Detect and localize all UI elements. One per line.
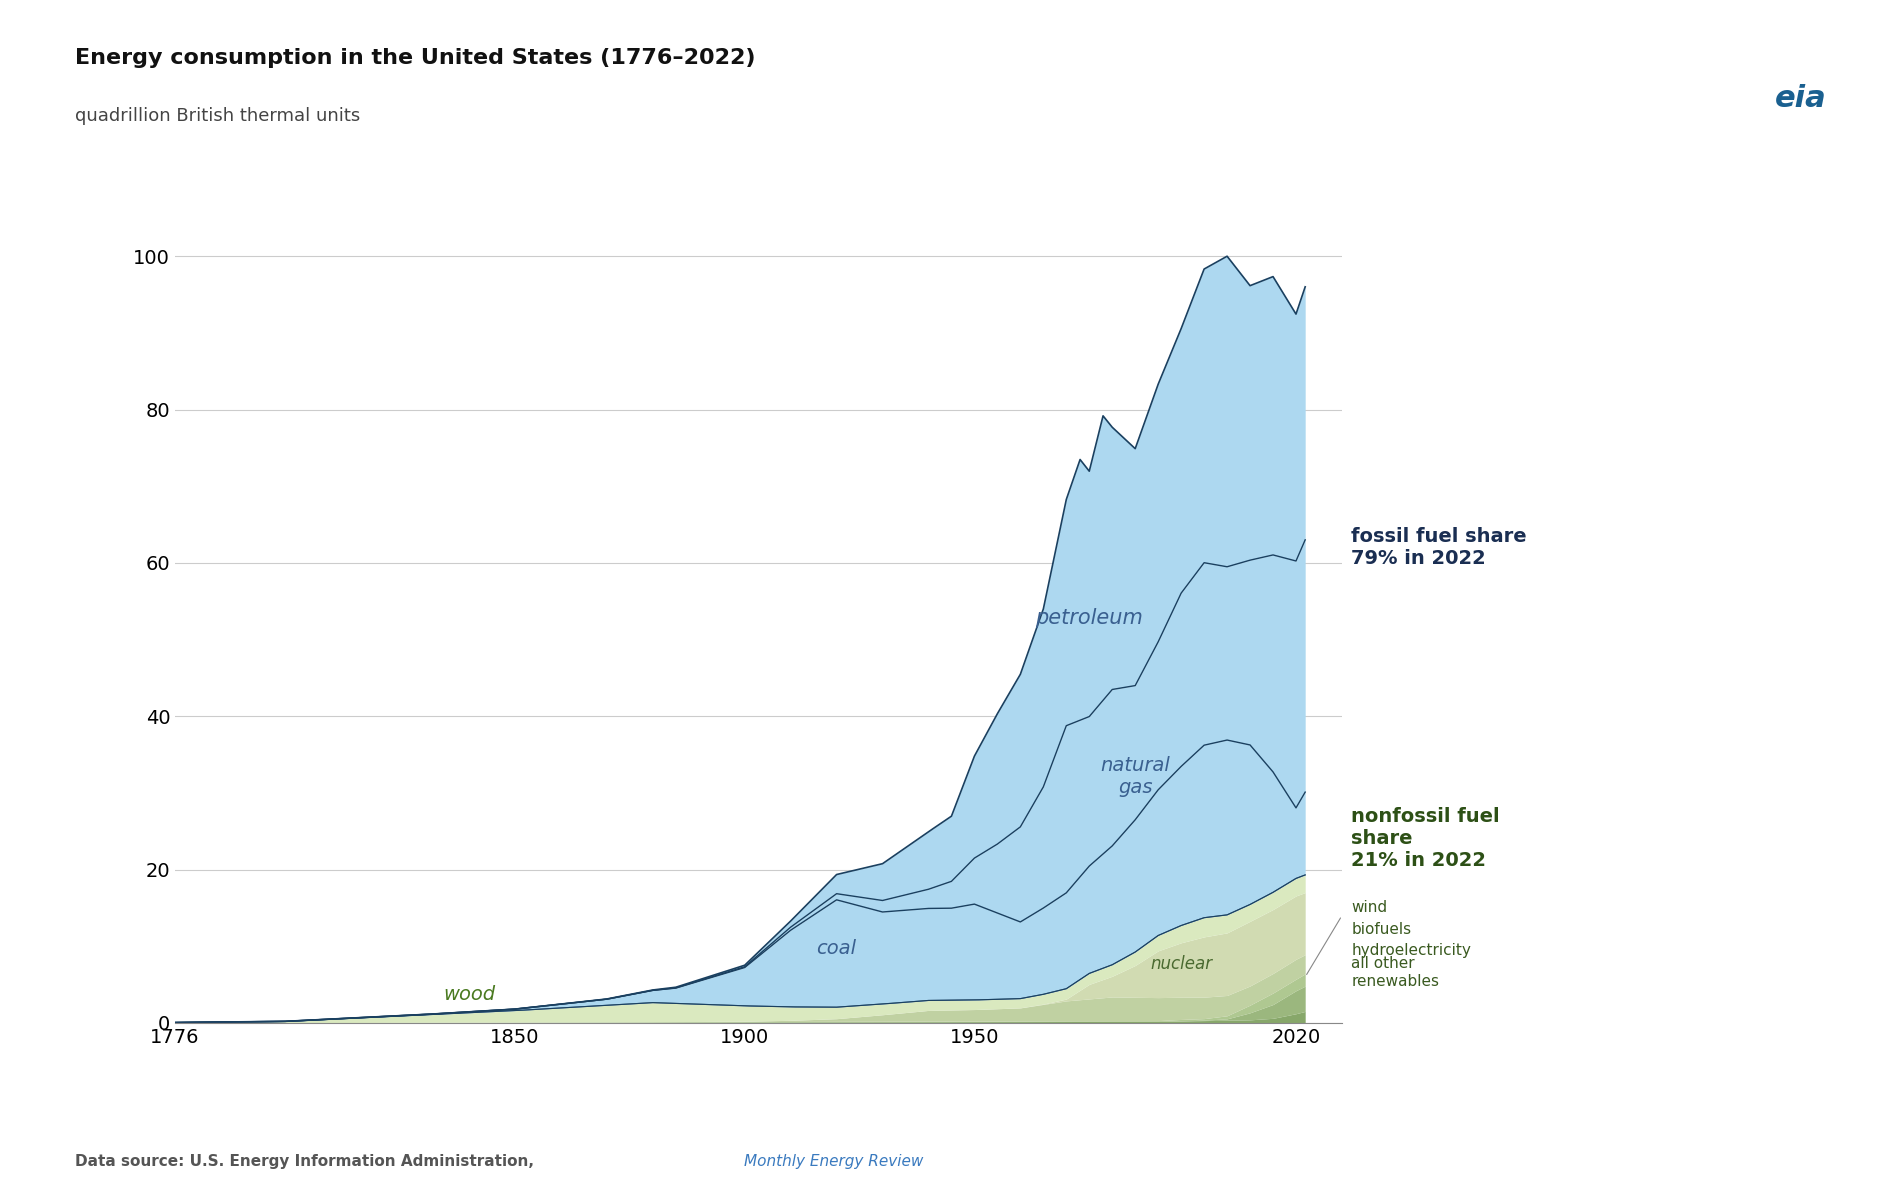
- Text: natural
gas: natural gas: [1099, 756, 1169, 797]
- Text: eia: eia: [1775, 84, 1826, 112]
- Text: nuclear: nuclear: [1150, 956, 1212, 973]
- Text: Monthly Energy Review: Monthly Energy Review: [743, 1154, 922, 1169]
- Text: nonfossil fuel
share
21% in 2022: nonfossil fuel share 21% in 2022: [1351, 808, 1498, 871]
- Text: Data source: U.S. Energy Information Administration,: Data source: U.S. Energy Information Adm…: [75, 1154, 540, 1169]
- Text: coal: coal: [817, 939, 856, 958]
- Text: hydroelectricity: hydroelectricity: [1351, 944, 1470, 958]
- Text: wind: wind: [1351, 901, 1387, 915]
- Text: quadrillion British thermal units: quadrillion British thermal units: [75, 107, 359, 125]
- Text: all other
renewables: all other renewables: [1351, 956, 1438, 989]
- Text: fossil fuel share
79% in 2022: fossil fuel share 79% in 2022: [1351, 527, 1526, 568]
- Text: wood: wood: [442, 985, 495, 1003]
- Text: Energy consumption in the United States (1776–2022): Energy consumption in the United States …: [75, 48, 755, 68]
- Text: petroleum: petroleum: [1035, 608, 1142, 629]
- Text: biofuels: biofuels: [1351, 922, 1410, 937]
